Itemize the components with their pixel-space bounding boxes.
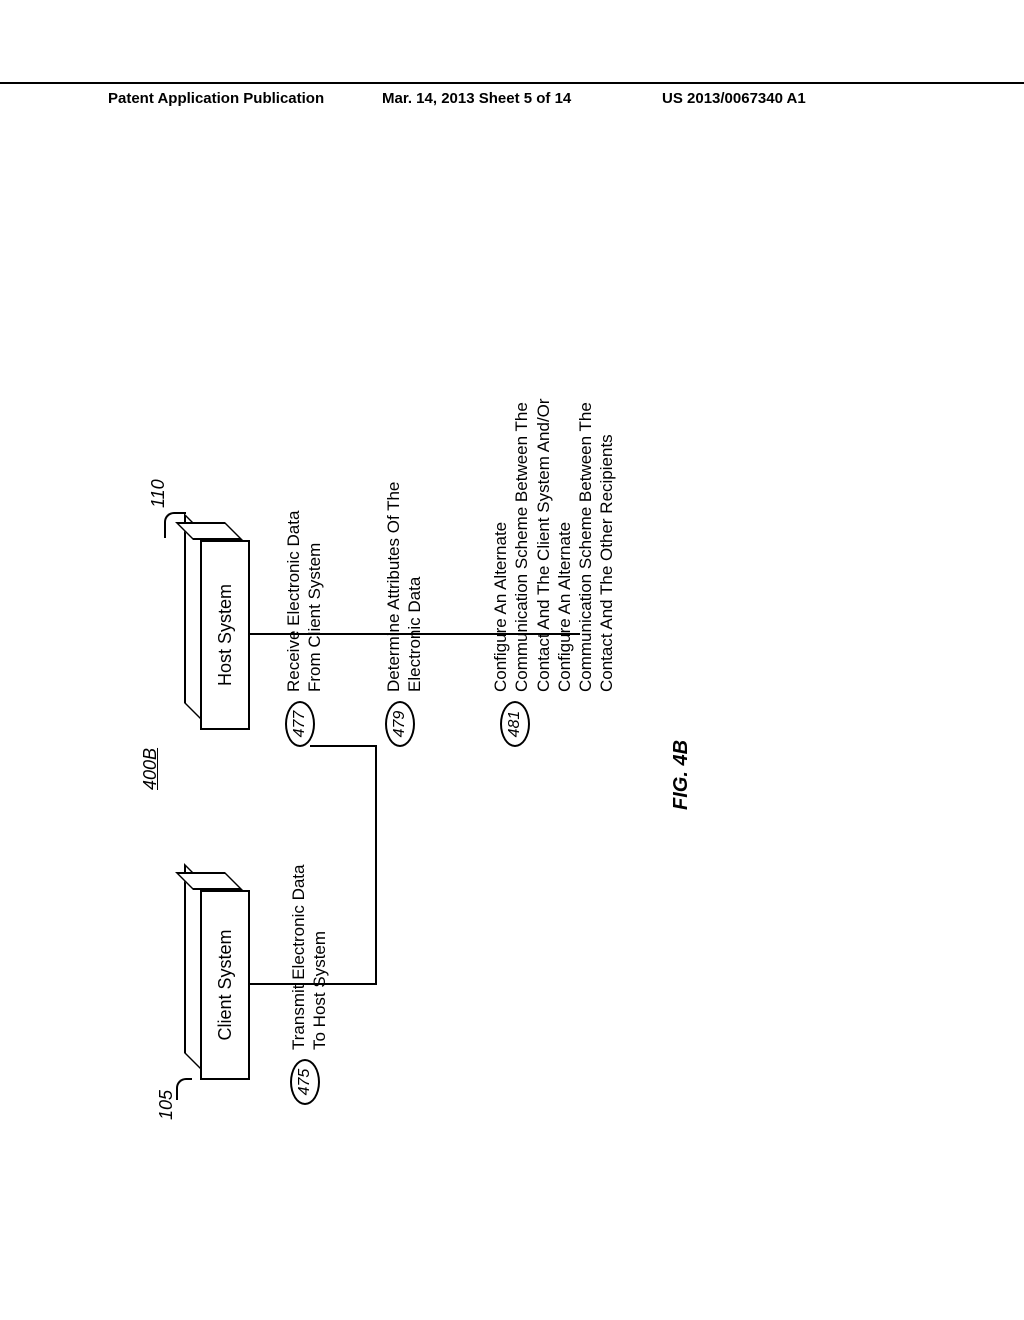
connector-475-v [310,745,377,747]
figure-label: FIG. 4B [670,740,693,810]
step-475-num: 475 [290,1059,320,1105]
client-ref: 105 [156,1090,177,1120]
step-477-text: Receive Electronic Data From Client Syst… [283,432,326,692]
step-479-text: Determine Attributes Of The Electronic D… [383,412,426,692]
client-ref-leader [176,1078,192,1100]
header-left: Patent Application Publication [108,90,324,107]
step-479-num: 479 [385,701,415,747]
page-header: Patent Application Publication Mar. 14, … [0,82,1024,88]
step-475-text: Transmit Electronic Data To Host System [288,820,331,1050]
client-system-label: Client System [215,929,236,1040]
header-mid: Mar. 14, 2013 Sheet 5 of 14 [382,90,571,107]
step-477-num: 477 [285,701,315,747]
host-ref-leader [164,512,186,538]
host-system-label: Host System [215,584,236,686]
figure-id: 400B [140,748,161,790]
step-481-num: 481 [500,701,530,747]
connector-475-h [375,745,377,985]
step-481-text: Configure An Alternate Communication Sch… [490,352,618,692]
flow-diagram: 400B Client System 105 Host System 110 4… [170,400,970,1100]
host-ref: 110 [148,479,169,508]
header-right: US 2013/0067340 A1 [662,90,806,107]
